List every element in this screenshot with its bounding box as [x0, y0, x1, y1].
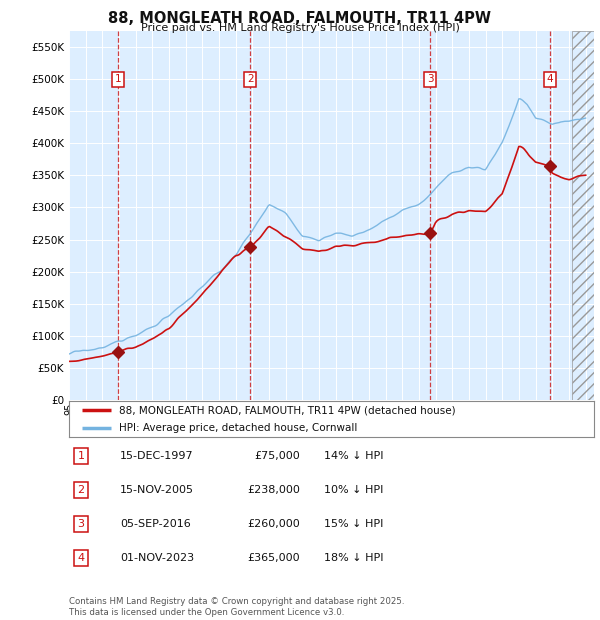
Text: £260,000: £260,000: [247, 519, 300, 529]
Text: 01-NOV-2023: 01-NOV-2023: [120, 553, 194, 563]
Text: 18% ↓ HPI: 18% ↓ HPI: [324, 553, 383, 563]
Text: 88, MONGLEATH ROAD, FALMOUTH, TR11 4PW: 88, MONGLEATH ROAD, FALMOUTH, TR11 4PW: [109, 11, 491, 25]
Text: Price paid vs. HM Land Registry's House Price Index (HPI): Price paid vs. HM Land Registry's House …: [140, 23, 460, 33]
Text: 2: 2: [77, 485, 85, 495]
Text: 15-DEC-1997: 15-DEC-1997: [120, 451, 194, 461]
Text: 3: 3: [427, 74, 434, 84]
Text: 14% ↓ HPI: 14% ↓ HPI: [324, 451, 383, 461]
Text: 15% ↓ HPI: 15% ↓ HPI: [324, 519, 383, 529]
Text: Contains HM Land Registry data © Crown copyright and database right 2025.
This d: Contains HM Land Registry data © Crown c…: [69, 598, 404, 617]
Text: 1: 1: [77, 451, 85, 461]
Text: 88, MONGLEATH ROAD, FALMOUTH, TR11 4PW (detached house): 88, MONGLEATH ROAD, FALMOUTH, TR11 4PW (…: [119, 405, 455, 415]
Text: 4: 4: [77, 553, 85, 563]
Text: £238,000: £238,000: [247, 485, 300, 495]
Text: 3: 3: [77, 519, 85, 529]
Text: 10% ↓ HPI: 10% ↓ HPI: [324, 485, 383, 495]
Text: £75,000: £75,000: [254, 451, 300, 461]
Text: 4: 4: [547, 74, 553, 84]
Text: 1: 1: [115, 74, 122, 84]
Text: 05-SEP-2016: 05-SEP-2016: [120, 519, 191, 529]
Text: 15-NOV-2005: 15-NOV-2005: [120, 485, 194, 495]
Text: £365,000: £365,000: [247, 553, 300, 563]
Text: 2: 2: [247, 74, 254, 84]
Text: HPI: Average price, detached house, Cornwall: HPI: Average price, detached house, Corn…: [119, 423, 357, 433]
Bar: [572, 31, 594, 400]
